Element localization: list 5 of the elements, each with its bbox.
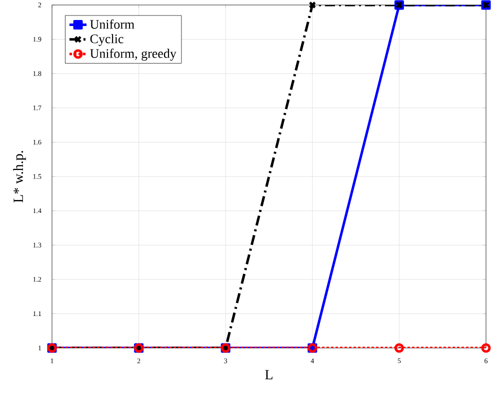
x-axis-title: L	[265, 370, 272, 380]
legend-label: Cyclic	[90, 34, 124, 46]
legend-label: Uniform	[90, 19, 134, 29]
legend-label: Uniform, greedy	[90, 48, 176, 61]
y-axis-title: L* w.h.p.	[13, 151, 26, 202]
